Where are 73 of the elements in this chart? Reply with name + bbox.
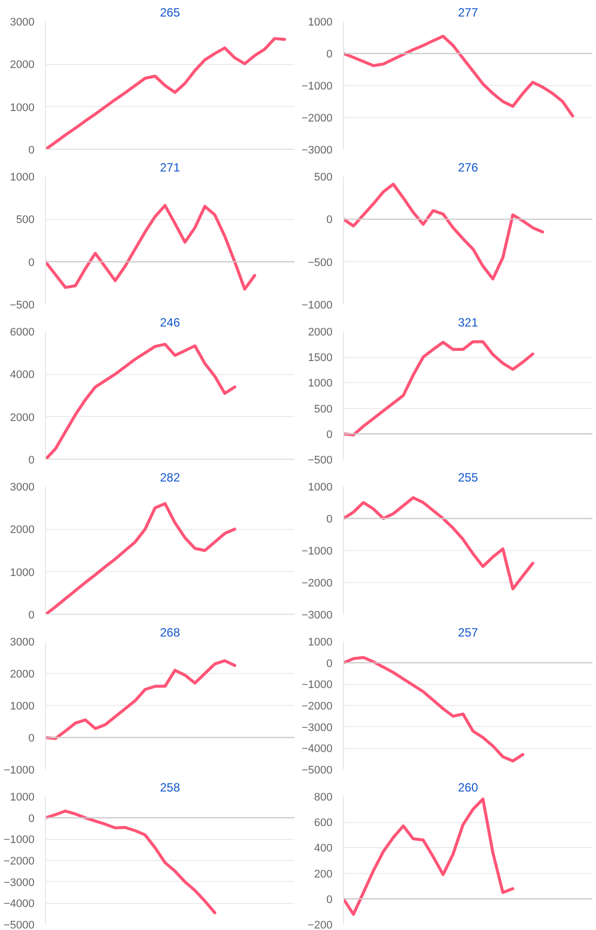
- y-tick-label: −2000: [4, 856, 35, 868]
- y-tick-label: 2000: [10, 668, 35, 680]
- y-tick-label: −1000: [302, 300, 333, 312]
- y-tick-label: −5000: [4, 920, 35, 930]
- y-tick-label: −1000: [302, 679, 333, 692]
- y-tick-label: 0: [28, 812, 35, 825]
- chart-title: 276: [458, 160, 478, 174]
- y-tick-label: 0: [28, 144, 35, 156]
- y-tick-label: 1000: [308, 636, 333, 648]
- y-tick-label: −1000: [4, 834, 35, 846]
- y-tick-label: 2000: [10, 412, 35, 424]
- y-tick-label: 1000: [10, 792, 35, 804]
- y-tick-label: 3000: [10, 16, 35, 28]
- y-tick-label: 2000: [10, 59, 35, 72]
- y-tick-label: 0: [326, 514, 333, 526]
- chart-title: 268: [160, 626, 180, 640]
- y-tick-label: −500: [308, 256, 333, 269]
- y-tick-label: 0: [326, 894, 333, 906]
- y-tick-label: −2000: [302, 578, 333, 590]
- y-tick-label: −2000: [302, 700, 333, 712]
- y-tick-label: −200: [308, 920, 333, 930]
- y-tick-label: 3000: [10, 482, 35, 494]
- y-tick-label: 2000: [308, 326, 333, 338]
- y-tick-label: −3000: [302, 144, 333, 156]
- y-tick-label: −3000: [302, 722, 333, 734]
- chart-title: 321: [458, 316, 478, 330]
- y-tick-label: 0: [28, 732, 35, 744]
- y-tick-label: 0: [28, 610, 35, 622]
- y-tick-label: −500: [10, 300, 35, 312]
- y-tick-label: −2000: [302, 112, 333, 124]
- y-tick-label: −3000: [302, 610, 333, 622]
- y-tick-label: −5000: [302, 764, 333, 776]
- y-tick-label: 500: [314, 172, 333, 184]
- y-tick-label: 200: [314, 868, 333, 880]
- y-tick-label: 6000: [10, 326, 35, 338]
- y-tick-label: 0: [326, 48, 333, 60]
- chart-title: 257: [458, 626, 478, 640]
- y-tick-label: 1000: [308, 16, 333, 28]
- y-tick-label: 1000: [10, 566, 35, 579]
- y-tick-label: 800: [314, 792, 333, 804]
- chart-title: 277: [458, 6, 478, 20]
- chart-title: 271: [160, 160, 180, 174]
- y-tick-label: 0: [326, 214, 333, 226]
- y-tick-label: −1000: [302, 546, 333, 558]
- y-tick-label: −4000: [302, 743, 333, 756]
- y-tick-label: 4000: [10, 369, 35, 382]
- y-tick-label: 1000: [10, 102, 35, 114]
- y-tick-label: −3000: [4, 876, 35, 889]
- y-tick-label: −1000: [302, 80, 333, 92]
- y-tick-label: −500: [308, 454, 333, 466]
- y-tick-label: 0: [28, 454, 35, 466]
- y-tick-label: 1000: [308, 378, 333, 390]
- y-tick-label: 0: [326, 658, 333, 670]
- chart-title: 260: [458, 780, 478, 794]
- y-tick-label: 0: [28, 256, 35, 269]
- chart-title: 246: [160, 316, 180, 330]
- y-tick-label: 2000: [10, 524, 35, 536]
- y-tick-label: 0: [326, 428, 333, 441]
- chart-title: 282: [160, 470, 180, 484]
- y-tick-label: 1000: [308, 482, 333, 494]
- y-tick-label: 3000: [10, 636, 35, 648]
- chart-title: 255: [458, 470, 478, 484]
- y-tick-label: 1000: [10, 700, 35, 712]
- y-tick-label: 1500: [308, 352, 333, 364]
- chart-title: 265: [160, 6, 180, 20]
- y-tick-label: 500: [16, 214, 35, 226]
- y-tick-label: 1000: [10, 172, 35, 184]
- chart-title: 258: [160, 780, 180, 794]
- y-tick-label: −1000: [4, 764, 35, 776]
- y-tick-label: 400: [314, 842, 333, 855]
- y-tick-label: 600: [314, 817, 333, 830]
- y-tick-label: 500: [314, 403, 333, 416]
- y-tick-label: −4000: [4, 898, 35, 910]
